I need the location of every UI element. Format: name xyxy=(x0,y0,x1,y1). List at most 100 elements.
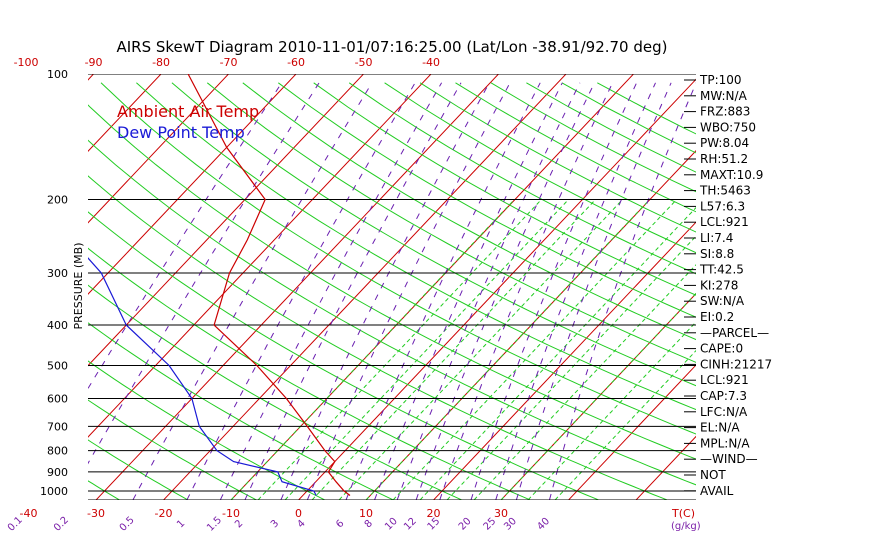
mixing-ratio-tick-label: 20 xyxy=(457,516,474,533)
isobar-lines xyxy=(88,74,696,500)
top-temperature-tick-label: -80 xyxy=(152,56,170,69)
bottom-temperature-tick-label: -10 xyxy=(222,507,240,520)
dry-adiabat-line xyxy=(526,82,696,173)
isotherm-line xyxy=(0,65,35,500)
top-temperature-tick-label: -70 xyxy=(220,56,238,69)
bottom-temperature-tick-label: -20 xyxy=(155,507,173,520)
index-label: FRZ:883 xyxy=(700,105,750,119)
index-label: TT:42.5 xyxy=(699,263,744,277)
mixing-ratio-line xyxy=(88,82,283,390)
moist-adiabat-line xyxy=(365,199,650,500)
dry-adiabat-line xyxy=(419,82,696,233)
chart-title: AIRS SkewT Diagram 2010-11-01/07:16:25.0… xyxy=(116,38,667,56)
isotherm-line xyxy=(88,74,365,367)
mixing-ratio-line xyxy=(470,82,638,500)
bottom-temperature-tick-label: 20 xyxy=(426,507,440,520)
moist-adiabat-line xyxy=(284,199,569,500)
dry-adiabat-line xyxy=(88,247,531,500)
index-label: LFC:N/A xyxy=(700,405,748,419)
index-label: EI:0.2 xyxy=(700,310,734,324)
mixing-ratio-tick-label: 8 xyxy=(363,518,375,530)
bottom-temperature-tick-label: 10 xyxy=(359,507,373,520)
mixing-ratio-line xyxy=(495,82,656,500)
dry-adiabat-line xyxy=(88,211,599,500)
moist-adiabat-lines xyxy=(230,199,696,500)
mixing-ratio-line xyxy=(345,82,541,500)
bottom-temperature-tick-label: -40 xyxy=(20,507,38,520)
dry-adiabat-line xyxy=(206,82,696,363)
isotherm-line xyxy=(500,292,696,500)
isotherm-line xyxy=(95,74,500,500)
index-label: EL:N/A xyxy=(700,421,740,435)
isotherm-line xyxy=(163,74,567,500)
index-label: TP:100 xyxy=(699,73,742,87)
index-label: LCL:921 xyxy=(700,373,749,387)
index-label: L57:6.3 xyxy=(700,199,745,213)
mixing-ratio-tick-label: 6 xyxy=(334,518,346,530)
temperature-profile-line xyxy=(187,74,351,496)
dry-adiabat-line xyxy=(88,284,462,500)
mixing-ratio-line xyxy=(396,82,581,500)
index-label: WBO:750 xyxy=(700,120,756,134)
index-label: LCL:921 xyxy=(700,215,749,229)
mixing-ratio-unit-label: (g/kg) xyxy=(671,521,701,532)
mixing-ratio-line xyxy=(132,82,373,500)
index-label: MW:N/A xyxy=(700,89,748,103)
bottom-temperature-tick-label: 0 xyxy=(295,507,302,520)
top-temperature-tick-label: -50 xyxy=(355,56,373,69)
top-temperature-tick-label: -60 xyxy=(287,56,305,69)
isotherm-line xyxy=(230,74,635,500)
mixing-ratio-line xyxy=(280,82,490,500)
mixing-ratio-tick-label: 4 xyxy=(295,518,307,530)
mixing-ratio-tick-label: 2 xyxy=(233,518,245,530)
pressure-tick-label: 300 xyxy=(47,267,68,280)
bottom-temperature-tick-label: -30 xyxy=(87,507,105,520)
dry-adiabat-line xyxy=(100,82,696,435)
isotherm-line xyxy=(88,74,230,224)
dry-adiabat-line xyxy=(88,175,667,500)
plot-area xyxy=(0,65,696,500)
mixing-ratio-tick-label: 12 xyxy=(402,516,419,533)
pressure-tick-label: 400 xyxy=(47,319,68,332)
moist-adiabat-line xyxy=(419,206,696,500)
isotherm-line xyxy=(88,74,297,295)
mixing-ratio-line xyxy=(219,82,443,500)
top-temperature-tick-label: -90 xyxy=(85,56,103,69)
index-label: CAP:7.3 xyxy=(700,389,747,403)
mixing-ratio-line xyxy=(186,82,416,500)
dry-adiabat-line xyxy=(136,82,696,411)
index-label: PW:8.04 xyxy=(700,136,749,150)
index-label: CINH:21217 xyxy=(700,357,772,371)
moist-adiabat-line xyxy=(338,199,623,500)
mixing-ratio-line xyxy=(439,82,614,500)
sounding-series xyxy=(88,74,351,496)
legend-ambient-air-temp: Ambient Air Temp xyxy=(117,102,259,121)
index-label: NOT xyxy=(700,468,726,482)
pressure-tick-label: 200 xyxy=(47,194,68,207)
mixing-ratio-line xyxy=(244,82,462,500)
pressure-tick-label: 900 xyxy=(47,466,68,479)
dry-adiabat-line xyxy=(0,83,51,500)
dry-adiabat-line xyxy=(384,82,696,254)
mixing-ratio-line xyxy=(88,82,320,465)
moist-adiabat-line xyxy=(446,235,696,500)
mixing-ratio-tick-label: 1 xyxy=(175,518,187,530)
top-temperature-tick-label: -40 xyxy=(422,56,440,69)
moist-adiabat-line xyxy=(257,199,542,500)
pressure-tick-labels: 100 200 300 400 500 600 700 800 900 1000 xyxy=(40,68,68,498)
isotherm-line xyxy=(433,221,696,500)
dry-adiabat-line xyxy=(88,322,394,500)
pressure-tick-label: 500 xyxy=(47,359,68,372)
dry-adiabat-line xyxy=(242,82,696,341)
isotherm-line xyxy=(568,364,696,500)
index-label: AVAIL xyxy=(700,484,734,498)
index-label: RH:51.2 xyxy=(700,152,748,166)
mixing-ratio-tick-label: 40 xyxy=(535,516,552,533)
legend: Ambient Air Temp Dew Point Temp xyxy=(117,102,259,142)
mixing-ratio-line xyxy=(515,82,672,500)
moist-adiabat-line xyxy=(392,199,677,500)
pressure-tick-label: 100 xyxy=(47,68,68,81)
isotherm-line xyxy=(298,78,696,500)
